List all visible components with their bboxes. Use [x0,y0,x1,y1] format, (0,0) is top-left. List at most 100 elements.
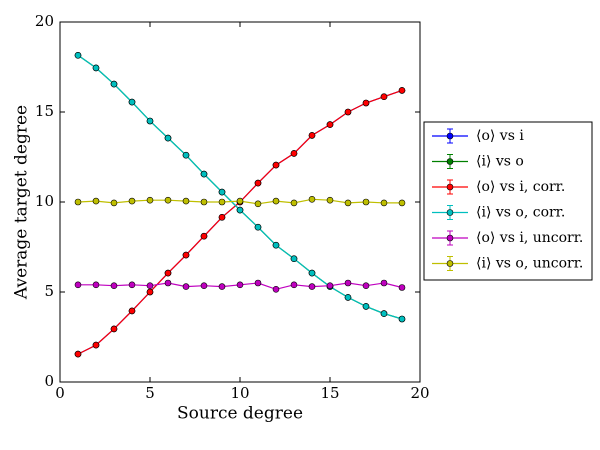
point [272,197,280,205]
point [308,132,316,139]
point [164,134,172,142]
point [164,279,172,287]
x-tick-label: 15 [320,384,339,402]
point [380,93,388,100]
point [326,121,334,128]
legend-marker [446,158,454,165]
point [326,196,334,204]
point [146,117,154,125]
point [128,197,136,205]
point [200,170,208,178]
point [362,198,370,206]
point [308,196,316,203]
point [74,198,82,206]
point [344,279,352,287]
point [110,199,118,207]
point [92,64,100,72]
point [128,281,136,289]
point [200,198,208,206]
point [308,283,316,290]
legend-marker [446,209,454,216]
point [236,206,244,214]
point [182,197,190,205]
point [236,197,244,205]
series-line [77,54,403,320]
point [218,188,226,196]
point [92,341,100,349]
point [146,282,154,290]
point [110,325,118,333]
series-line [77,54,403,320]
point [218,283,226,290]
point [74,51,82,59]
point [182,251,190,259]
y-tick-label: 0 [44,372,54,390]
point [254,200,262,208]
point [128,307,136,315]
point [182,151,190,159]
point [380,310,388,317]
point [398,315,406,323]
legend-label: ⟨o⟩ vs i, uncorr. [476,230,583,246]
point [380,199,388,207]
point [344,199,352,207]
point [362,303,370,310]
x-tick-label: 10 [230,384,249,402]
legend-label: ⟨o⟩ vs i [476,128,524,144]
y-tick-label: 5 [44,282,54,300]
point [164,269,172,277]
legend-label: ⟨i⟩ vs o, uncorr. [476,256,583,272]
legend-marker [446,260,454,267]
x-tick-label: 0 [55,384,65,402]
plot-frame [59,21,421,383]
point [344,294,352,301]
point [308,269,316,277]
point [146,196,154,204]
point [344,108,352,116]
point [236,281,244,289]
point [92,281,100,289]
point [146,288,154,296]
y-tick-label: 10 [35,192,54,210]
legend-marker [446,132,454,140]
x-axis-label: Source degree [177,404,303,424]
point [110,80,118,88]
point [182,283,190,290]
point [92,197,100,205]
series-line [77,89,403,355]
point [218,214,226,221]
point [74,350,82,358]
x-tick-label: 5 [145,384,155,402]
legend-box [423,121,593,281]
x-tick-label: 20 [410,384,429,402]
point [398,199,406,207]
point [290,255,298,263]
legend-label: ⟨i⟩ vs o [476,154,524,170]
point [398,87,406,94]
point [290,199,298,207]
point [200,232,208,240]
y-tick-label: 15 [35,102,54,120]
y-tick-label: 20 [35,12,54,30]
point [398,284,406,291]
point [218,198,226,206]
series-line [77,89,403,355]
point [74,281,82,289]
legend-label: ⟨o⟩ vs i, corr. [476,179,565,195]
point [254,279,262,287]
point [326,282,334,290]
point [362,99,370,107]
point [110,282,118,290]
point [254,223,262,231]
legend-marker [446,183,454,191]
point [272,161,280,169]
point [254,179,262,187]
legend-label: ⟨i⟩ vs o, corr. [476,205,565,221]
point [290,281,298,289]
point [380,279,388,287]
legend-marker [446,234,454,242]
y-axis-label: Average target degree [12,105,32,300]
point [272,241,280,249]
point [128,98,136,106]
